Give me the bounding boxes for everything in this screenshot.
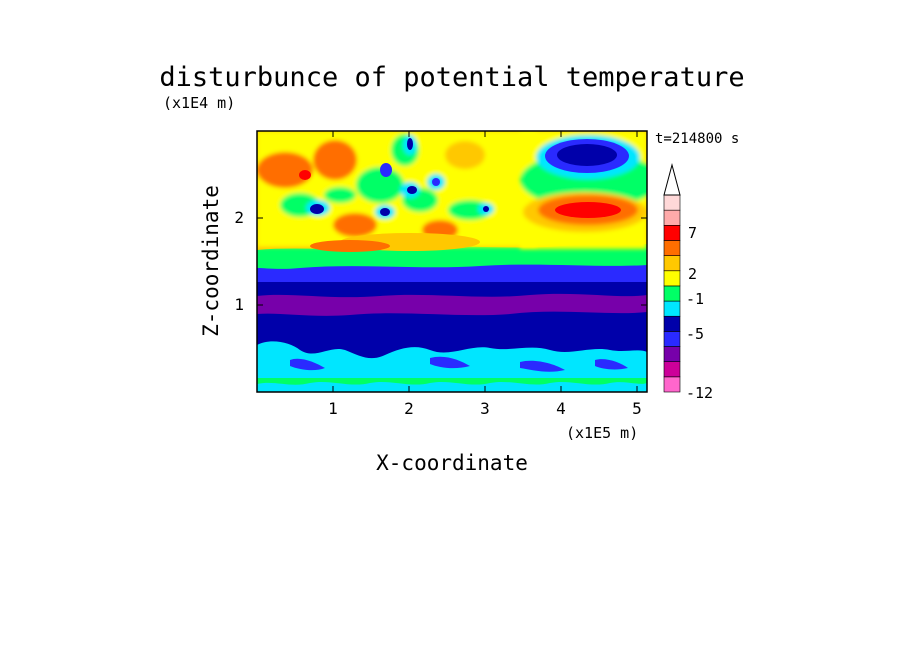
y-tick-label: 2 — [234, 208, 244, 227]
colorbar-segment — [663, 270, 681, 287]
wave-red-1 — [299, 170, 311, 180]
wave-blue-6 — [407, 138, 413, 150]
wave-blue-1 — [310, 204, 324, 214]
colorbar-segment — [663, 225, 681, 241]
contour-field — [257, 131, 647, 392]
colorbar-segment — [663, 376, 681, 393]
colorbar-label-2: 2 — [688, 265, 697, 283]
colorbar-extend-arrow — [663, 163, 681, 196]
wave-green-6 — [324, 187, 356, 203]
y-ticks — [257, 217, 647, 306]
colorbar-segment — [663, 300, 681, 317]
colorbar-segment — [663, 315, 681, 332]
plot-frame — [256, 130, 648, 393]
colorbar-segment — [663, 194, 681, 211]
x-unit-label: (x1E5 m) — [566, 424, 638, 442]
red-maximum — [555, 202, 621, 218]
purple-band — [257, 293, 647, 316]
wave-green-2 — [356, 167, 404, 203]
upper-orange-streak-2 — [310, 240, 390, 252]
colorbar-label-minus5: -5 — [686, 325, 704, 343]
colorbar-segment — [663, 240, 681, 256]
y-unit-label: (x1E4 m) — [163, 94, 235, 112]
x-tick-label: 4 — [556, 399, 566, 418]
wave-blue-7 — [483, 206, 489, 212]
wave-orange-3 — [333, 213, 377, 237]
near-surface-blue-patches — [290, 356, 628, 372]
colorbar-segment — [663, 209, 681, 226]
x-tick-label: 5 — [632, 399, 642, 418]
colorbar-label-minus12: -12 — [686, 384, 713, 402]
colorbar-label-7: 7 — [688, 224, 697, 242]
x-axis-label: X-coordinate — [376, 451, 528, 475]
wave-blue-2 — [380, 208, 390, 216]
wave-orange-5 — [445, 141, 485, 169]
wave-orange-2 — [313, 140, 357, 180]
x-tick-label: 1 — [328, 399, 338, 418]
time-label: t=214800 s — [655, 131, 739, 147]
x-ticks — [332, 131, 638, 392]
surface-cyan-ripple — [257, 381, 647, 392]
colorbar-segment — [663, 331, 681, 347]
wave-blue-3 — [380, 163, 392, 177]
x-tick-label: 3 — [480, 399, 490, 418]
y-tick-label: 1 — [234, 295, 244, 314]
colorbar — [663, 194, 681, 393]
colorbar-label-minus1: -1 — [686, 290, 704, 308]
x-tick-label: 2 — [404, 399, 414, 418]
colorbar-segment — [663, 255, 681, 272]
colorbar-segment — [663, 361, 681, 378]
chart-title: disturbunce of potential temperature — [159, 62, 744, 93]
wave-blue-5 — [432, 178, 440, 186]
blue-minimum-core — [557, 144, 617, 166]
wave-orange-1 — [257, 152, 313, 188]
colorbar-segment — [663, 346, 681, 362]
y-axis-label: Z-coordinate — [199, 185, 223, 337]
wave-blue-4 — [407, 186, 417, 194]
colorbar-segment — [663, 285, 681, 302]
